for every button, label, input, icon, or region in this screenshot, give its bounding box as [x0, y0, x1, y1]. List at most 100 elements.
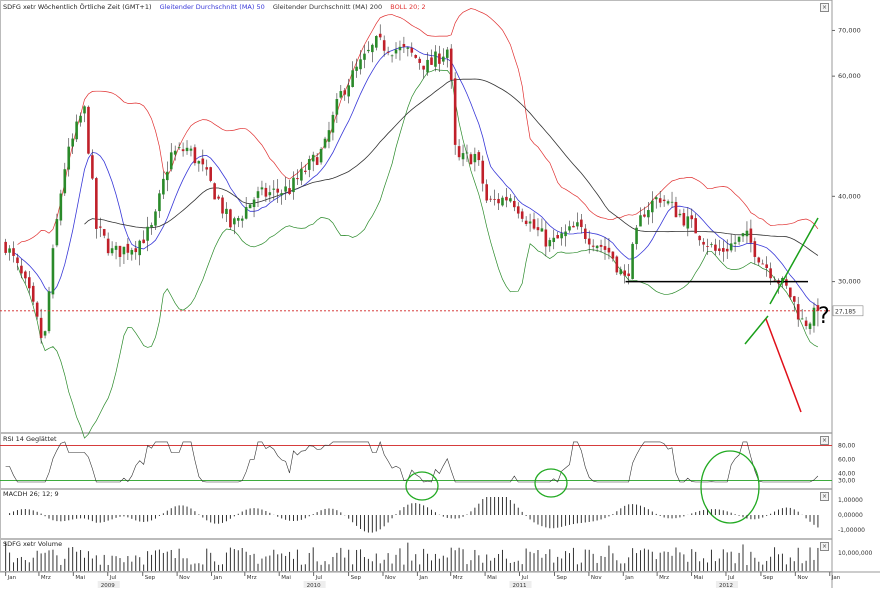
candle-body	[331, 114, 335, 133]
candle-body	[193, 147, 197, 164]
candle-body	[505, 196, 508, 201]
rsi-title[interactable]: RSI 14 Geglättet	[3, 435, 57, 443]
macd-tick-label: 1,00000	[838, 497, 863, 504]
close-macd-icon[interactable]: ×	[820, 492, 829, 501]
candle-body	[83, 106, 86, 114]
candle-body	[256, 191, 260, 198]
x-tick-label: Mrz	[247, 575, 257, 581]
x-tick-label: Mrz	[41, 575, 51, 581]
candle-body	[418, 58, 421, 63]
candle-body	[292, 177, 295, 193]
candle-body	[197, 161, 201, 164]
candle-body	[386, 51, 390, 53]
boll-legend[interactable]: BOLL 20; 2	[390, 3, 426, 11]
candle-body	[706, 246, 709, 247]
candle-body	[524, 220, 528, 224]
candle-body	[607, 247, 611, 253]
candle-body	[205, 167, 209, 170]
rsi-tick-label: 40,00	[838, 471, 855, 478]
candle-body	[674, 201, 678, 218]
candle-body	[288, 188, 291, 194]
candle-body	[465, 152, 469, 154]
candles	[4, 24, 820, 344]
candle-body	[154, 211, 157, 226]
close-rsi-icon[interactable]: ×	[820, 436, 829, 445]
candle-body	[244, 207, 248, 219]
candle-body	[327, 130, 331, 142]
candle-body	[678, 213, 682, 216]
candle-body	[721, 248, 725, 252]
candle-body	[710, 244, 713, 245]
candle-body	[670, 201, 674, 203]
candle-body	[55, 219, 59, 246]
candle-body	[12, 248, 15, 256]
x-tick-label: Mai	[75, 575, 85, 581]
x-tick-label: Nov	[179, 575, 190, 581]
close-panel-icon[interactable]: ×	[820, 3, 829, 12]
candle-body	[394, 49, 398, 54]
candle-body	[576, 222, 579, 227]
candle-body	[91, 155, 94, 179]
candle-body	[765, 264, 768, 269]
candle-body	[682, 213, 686, 226]
last-price-label: 27,185	[835, 308, 856, 315]
candle-body	[95, 178, 98, 229]
candle-body	[544, 229, 548, 247]
candle-body	[477, 152, 481, 161]
candle-body	[382, 40, 386, 51]
candle-body	[260, 187, 264, 190]
candle-body	[67, 146, 71, 170]
candle-body	[591, 245, 595, 247]
candle-body	[548, 240, 552, 247]
candle-body	[651, 200, 654, 213]
candle-body	[272, 188, 276, 190]
ma50-legend[interactable]: Gleitender Durchschnitt (MA) 50	[159, 3, 265, 11]
candle-body	[623, 270, 627, 276]
candle-body	[217, 196, 220, 199]
candle-body	[98, 226, 102, 228]
macd-title[interactable]: MACDH 26; 12; 9	[3, 490, 59, 498]
arrow-up-long	[769, 217, 819, 305]
candle-body	[27, 277, 31, 289]
candle-body	[335, 99, 339, 115]
candle-body	[367, 49, 370, 52]
ma200-legend[interactable]: Gleitender Durchschnitt (MA) 200	[272, 3, 383, 11]
candle-body	[536, 227, 540, 231]
candle-body	[729, 243, 733, 251]
highlight-circle	[405, 471, 439, 501]
arrow-down	[765, 318, 802, 413]
candle-body	[63, 169, 67, 194]
y-tick-label: 30,000	[838, 278, 861, 286]
candle-body	[225, 208, 228, 214]
candle-body	[20, 265, 23, 274]
candle-body	[453, 78, 457, 145]
candle-body	[449, 48, 453, 80]
candle-body	[24, 271, 27, 279]
candle-body	[654, 197, 658, 200]
year-box	[97, 581, 120, 588]
volume-title[interactable]: SDFG xetr Volume	[3, 540, 63, 548]
candle-body	[445, 49, 449, 58]
candle-body	[166, 171, 169, 181]
x-tick-label: Nov	[797, 575, 808, 581]
instrument-label[interactable]: SDFG xetr Wöchentlich Örtliche Zeit (GMT…	[3, 3, 152, 11]
year-label: 2009	[101, 583, 115, 588]
candle-body	[769, 268, 772, 279]
candle-body	[347, 85, 350, 97]
candle-body	[690, 215, 694, 220]
candle-body	[745, 230, 749, 237]
candle-body	[248, 204, 252, 209]
candle-body	[422, 65, 425, 70]
x-tick-label: Jul	[315, 575, 323, 581]
candle-body	[177, 147, 181, 149]
candle-body	[4, 241, 7, 253]
candle-body	[564, 231, 567, 237]
candle-body	[390, 55, 394, 57]
candle-body	[580, 219, 583, 228]
x-tick-label: Jul	[727, 575, 735, 581]
rsi-tick-label: 30,00	[838, 478, 855, 485]
close-volume-icon[interactable]: ×	[820, 542, 829, 551]
candle-body	[201, 158, 205, 165]
candle-body	[572, 225, 575, 228]
